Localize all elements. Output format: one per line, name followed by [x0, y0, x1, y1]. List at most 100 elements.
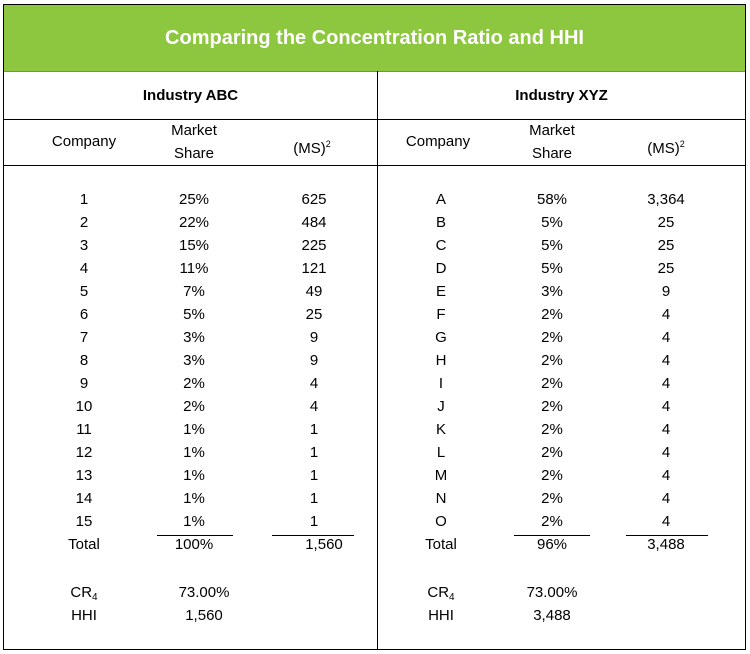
xyz-share-cell: 3% — [541, 283, 563, 300]
abc-ms2-cell: 1 — [309, 467, 319, 484]
abc-share-cell: 2% — [183, 375, 205, 392]
abc-total-label: Total — [68, 536, 100, 553]
xyz-company-cell: O — [435, 513, 447, 530]
abc-market-header-line2: Share — [173, 145, 215, 162]
xyz-company-cell: L — [436, 444, 446, 461]
abc-ms2-cell: 9 — [309, 352, 319, 369]
xyz-market-header-line2: Share — [531, 145, 573, 162]
xyz-company-cell: H — [435, 352, 447, 369]
abc-hhi-value: 1,560 — [185, 607, 223, 624]
xyz-company-cell: E — [435, 283, 446, 300]
xyz-total-label: Total — [425, 536, 457, 553]
xyz-cr4-label: CR4 — [427, 584, 455, 603]
abc-share-cell: 5% — [183, 306, 205, 323]
xyz-share-cell: 2% — [541, 352, 563, 369]
xyz-ms2-cell: 4 — [661, 398, 671, 415]
abc-company-cell: 6 — [79, 306, 89, 323]
xyz-cr4-value: 73.00% — [526, 584, 578, 601]
abc-company-cell: 1 — [79, 191, 89, 208]
divider-below-headers — [4, 165, 745, 166]
abc-ms2-cell: 1 — [309, 513, 319, 530]
xyz-ms-squared-header: (MS)2 — [647, 139, 685, 157]
xyz-company-cell: J — [437, 398, 445, 415]
xyz-company-cell: G — [435, 329, 447, 346]
abc-company-cell: 15 — [75, 513, 93, 530]
industry-xyz-title: Industry XYZ — [515, 87, 608, 104]
abc-ms2-underline — [272, 535, 354, 536]
xyz-total-ms2: 3,488 — [647, 536, 685, 553]
title-banner: Comparing the Concentration Ratio and HH… — [4, 5, 745, 72]
xyz-share-cell: 2% — [541, 467, 563, 484]
abc-share-cell: 1% — [183, 421, 205, 438]
abc-ms-squared-header: (MS)2 — [293, 139, 331, 157]
abc-company-cell: 4 — [79, 260, 89, 277]
xyz-ms2-cell: 3,364 — [647, 191, 685, 208]
abc-ms2-cell: 1 — [309, 444, 319, 461]
xyz-market-header-line1: Market — [529, 122, 575, 139]
abc-ms2-cell: 225 — [301, 237, 327, 254]
abc-ms2-cell: 625 — [301, 191, 327, 208]
page-title: Comparing the Concentration Ratio and HH… — [165, 26, 584, 49]
abc-ms2-cell: 4 — [309, 398, 319, 415]
xyz-share-cell: 58% — [536, 191, 568, 208]
abc-company-cell: 3 — [79, 237, 89, 254]
xyz-company-cell: N — [435, 490, 447, 507]
industry-abc-title: Industry ABC — [142, 87, 239, 104]
abc-cr4-label: CR4 — [70, 584, 98, 603]
xyz-company-cell: I — [438, 375, 444, 392]
abc-share-cell: 3% — [183, 352, 205, 369]
xyz-ms2-cell: 4 — [661, 352, 671, 369]
abc-company-cell: 5 — [79, 283, 89, 300]
abc-share-underline — [157, 535, 233, 536]
center-divider — [377, 71, 378, 649]
xyz-share-underline — [514, 535, 590, 536]
xyz-share-cell: 5% — [541, 214, 563, 231]
abc-share-cell: 1% — [183, 467, 205, 484]
xyz-share-cell: 2% — [541, 444, 563, 461]
abc-ms2-cell: 49 — [305, 283, 323, 300]
abc-company-cell: 13 — [75, 467, 93, 484]
xyz-ms2-cell: 4 — [661, 467, 671, 484]
abc-company-cell: 2 — [79, 214, 89, 231]
abc-company-cell: 11 — [76, 421, 92, 438]
xyz-ms2-cell: 4 — [661, 306, 671, 323]
abc-hhi-label: HHI — [71, 607, 97, 624]
abc-company-cell: 14 — [75, 490, 93, 507]
xyz-share-cell: 2% — [541, 306, 563, 323]
xyz-ms2-cell: 4 — [661, 513, 671, 530]
xyz-share-cell: 2% — [541, 375, 563, 392]
abc-ms2-cell: 9 — [309, 329, 319, 346]
abc-ms2-cell: 1 — [309, 490, 319, 507]
abc-ms2-cell: 25 — [305, 306, 323, 323]
abc-share-cell: 22% — [178, 214, 210, 231]
abc-company-header: Company — [51, 133, 117, 150]
xyz-company-cell: D — [435, 260, 447, 277]
abc-ms2-cell: 484 — [301, 214, 327, 231]
abc-share-cell: 2% — [183, 398, 205, 415]
abc-share-cell: 25% — [178, 191, 210, 208]
xyz-share-cell: 2% — [541, 398, 563, 415]
xyz-company-cell: K — [435, 421, 446, 438]
xyz-ms2-underline — [626, 535, 708, 536]
abc-company-cell: 7 — [79, 329, 89, 346]
xyz-ms2-cell: 25 — [657, 214, 675, 231]
xyz-company-cell: F — [436, 306, 446, 323]
abc-share-cell: 11% — [179, 260, 209, 277]
xyz-share-cell: 2% — [541, 329, 563, 346]
xyz-total-share: 96% — [536, 536, 568, 553]
xyz-share-cell: 2% — [541, 513, 563, 530]
xyz-company-cell: C — [435, 237, 447, 254]
xyz-share-cell: 2% — [541, 421, 563, 438]
xyz-hhi-value: 3,488 — [533, 607, 571, 624]
abc-company-cell: 9 — [79, 375, 89, 392]
xyz-ms2-cell: 25 — [657, 237, 675, 254]
abc-cr4-value: 73.00% — [178, 584, 230, 601]
xyz-share-cell: 2% — [541, 490, 563, 507]
xyz-company-cell: A — [435, 191, 446, 208]
xyz-ms2-cell: 9 — [661, 283, 671, 300]
xyz-company-cell: B — [435, 214, 446, 231]
abc-company-cell: 10 — [75, 398, 93, 415]
xyz-hhi-label: HHI — [428, 607, 454, 624]
xyz-share-cell: 5% — [541, 260, 563, 277]
abc-ms2-cell: 4 — [309, 375, 319, 392]
